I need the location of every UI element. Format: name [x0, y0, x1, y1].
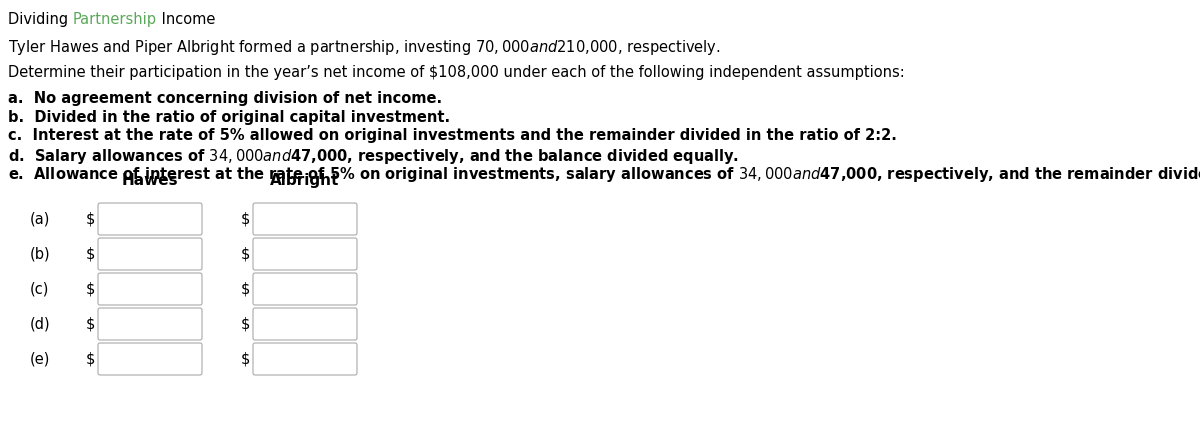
Text: Albright: Albright	[270, 173, 340, 188]
Text: (d): (d)	[30, 316, 50, 332]
Text: c.  Interest at the rate of 5% allowed on original investments and the remainder: c. Interest at the rate of 5% allowed on…	[8, 128, 896, 143]
FancyBboxPatch shape	[98, 238, 202, 270]
Text: $: $	[241, 281, 250, 297]
Text: (c): (c)	[30, 281, 49, 297]
Text: Hawes: Hawes	[121, 173, 179, 188]
Text: $: $	[85, 352, 95, 366]
Text: Dividing: Dividing	[8, 12, 73, 27]
Text: Income: Income	[157, 12, 215, 27]
Text: (e): (e)	[30, 352, 50, 366]
Text: $: $	[85, 316, 95, 332]
Text: Partnership: Partnership	[73, 12, 157, 27]
Text: (b): (b)	[30, 246, 50, 262]
FancyBboxPatch shape	[253, 238, 358, 270]
FancyBboxPatch shape	[253, 343, 358, 375]
FancyBboxPatch shape	[253, 273, 358, 305]
Text: b.  Divided in the ratio of original capital investment.: b. Divided in the ratio of original capi…	[8, 109, 450, 125]
Text: $: $	[85, 281, 95, 297]
Text: $: $	[241, 352, 250, 366]
Text: $: $	[241, 316, 250, 332]
FancyBboxPatch shape	[98, 273, 202, 305]
Text: $: $	[85, 246, 95, 262]
FancyBboxPatch shape	[253, 308, 358, 340]
Text: e.  Allowance of interest at the rate of 5% on original investments, salary allo: e. Allowance of interest at the rate of …	[8, 165, 1200, 184]
Text: a.  No agreement concerning division of net income.: a. No agreement concerning division of n…	[8, 91, 442, 106]
FancyBboxPatch shape	[98, 203, 202, 235]
FancyBboxPatch shape	[253, 203, 358, 235]
Text: Tyler Hawes and Piper Albright formed a partnership, investing $70,000 and $210,: Tyler Hawes and Piper Albright formed a …	[8, 38, 721, 57]
Text: d.  Salary allowances of $34,000 and $47,000, respectively, and the balance divi: d. Salary allowances of $34,000 and $47,…	[8, 146, 739, 165]
Text: $: $	[241, 246, 250, 262]
Text: $: $	[85, 211, 95, 227]
Text: Determine their participation in the year’s net income of $108,000 under each of: Determine their participation in the yea…	[8, 65, 905, 80]
FancyBboxPatch shape	[98, 308, 202, 340]
FancyBboxPatch shape	[98, 343, 202, 375]
Text: $: $	[241, 211, 250, 227]
Text: (a): (a)	[30, 211, 50, 227]
